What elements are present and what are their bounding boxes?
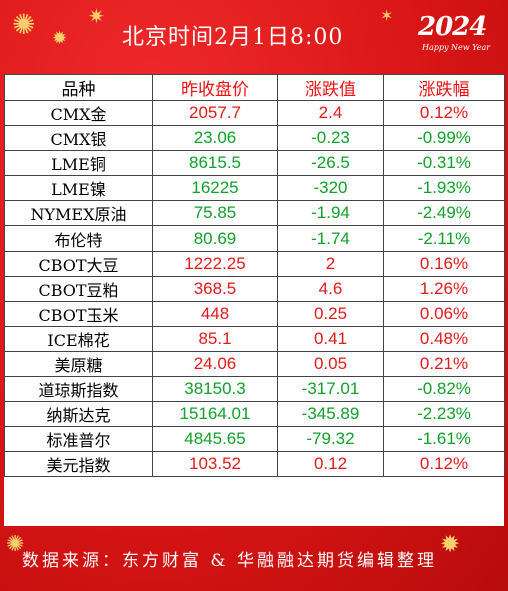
change-value: 0.05 bbox=[277, 350, 384, 378]
column-header-change: 涨跌值 bbox=[277, 74, 384, 101]
close-price: 103.52 bbox=[152, 451, 278, 478]
change-value: 2 bbox=[277, 250, 384, 277]
year-subtitle: Happy New Year bbox=[422, 43, 491, 52]
change-value: 0.25 bbox=[277, 300, 384, 327]
change-percent: -2.23% bbox=[383, 401, 505, 428]
commodity-name: LME镍 bbox=[4, 175, 153, 202]
close-price: 38150.3 bbox=[152, 376, 278, 403]
change-percent: -2.49% bbox=[383, 200, 505, 227]
commodity-name: CMX金 bbox=[4, 99, 153, 127]
change-value: -0.23 bbox=[277, 125, 384, 152]
change-percent: 0.48% bbox=[383, 325, 505, 352]
firework-icon: ✺ bbox=[6, 532, 25, 557]
firework-icon: ✹ bbox=[52, 28, 68, 49]
table-row: LME镍 16225 -320 -1.93% bbox=[4, 175, 505, 202]
close-price: 23.06 bbox=[152, 125, 278, 152]
change-percent: 1.26% bbox=[383, 275, 505, 302]
change-percent: 0.16% bbox=[383, 250, 505, 277]
table-row: 标准普尔 4845.65 -79.32 -1.61% bbox=[4, 426, 505, 453]
year-logo: 2024 Happy New Year bbox=[418, 12, 498, 58]
table-row: 道琼斯指数 38150.3 -317.01 -0.82% bbox=[4, 376, 505, 403]
table-row: CMX金 2057.7 2.4 0.12% bbox=[4, 99, 505, 127]
commodity-name: NYMEX原油 bbox=[4, 200, 153, 227]
change-value: 2.4 bbox=[277, 99, 384, 127]
commodity-name: 美元指数 bbox=[4, 451, 153, 478]
change-value: 0.41 bbox=[277, 325, 384, 352]
quote-table: 品种 昨收盘价 涨跌值 涨跌幅 CMX金 2057.7 2.4 0.12% CMX银 23… bbox=[4, 74, 505, 478]
change-value: -1.74 bbox=[277, 225, 384, 252]
commodity-name: LME铜 bbox=[4, 150, 153, 177]
header-banner: ✺ ✹ ✷ ✶ 北京时间2月1日8:00 2024 Happy New Year bbox=[0, 0, 508, 72]
commodity-name: CBOT豆粕 bbox=[4, 275, 153, 302]
commodity-name: ICE棉花 bbox=[4, 325, 153, 352]
change-value: -79.32 bbox=[277, 426, 384, 453]
change-value: 0.12 bbox=[277, 451, 384, 478]
change-percent: 0.06% bbox=[383, 300, 505, 327]
close-price: 1222.25 bbox=[152, 250, 278, 277]
year-text: 2024 bbox=[418, 12, 487, 42]
close-price: 75.85 bbox=[152, 200, 278, 227]
commodity-name: 标准普尔 bbox=[4, 426, 153, 453]
commodity-name: CMX银 bbox=[4, 125, 153, 152]
firework-icon: ✷ bbox=[88, 4, 105, 28]
commodity-name: 纳斯达克 bbox=[4, 401, 153, 428]
column-header-pct: 涨跌幅 bbox=[383, 74, 505, 101]
change-value: -26.5 bbox=[277, 150, 384, 177]
change-value: -317.01 bbox=[277, 376, 384, 403]
change-percent: 0.21% bbox=[383, 350, 505, 378]
change-percent: -2.11% bbox=[383, 225, 505, 252]
change-percent: -1.93% bbox=[383, 175, 505, 202]
firework-icon: ✶ bbox=[380, 6, 394, 25]
firework-icon: ✹ bbox=[440, 530, 461, 558]
column-header-name: 品种 bbox=[4, 74, 153, 101]
commodity-name: 布伦特 bbox=[4, 225, 153, 252]
source-note: 数据来源：东方财富 & 华融融达期货编辑整理 bbox=[22, 551, 437, 571]
page-title: 北京时间2月1日8:00 bbox=[122, 25, 344, 50]
change-percent: 0.12% bbox=[383, 99, 505, 127]
change-percent: -1.61% bbox=[383, 426, 505, 453]
commodity-name: CBOT玉米 bbox=[4, 300, 153, 327]
close-price: 2057.7 bbox=[152, 99, 278, 127]
change-value: 4.6 bbox=[277, 275, 384, 302]
commodity-name: 美原糖 bbox=[4, 350, 153, 378]
change-value: -1.94 bbox=[277, 200, 384, 227]
table-row: CBOT大豆 1222.25 2 0.16% bbox=[4, 250, 505, 277]
table-row: CMX银 23.06 -0.23 -0.99% bbox=[4, 125, 505, 152]
table-row: CBOT玉米 448 0.25 0.06% bbox=[4, 300, 505, 327]
close-price: 4845.65 bbox=[152, 426, 278, 453]
table-header-row: 品种 昨收盘价 涨跌值 涨跌幅 bbox=[4, 74, 505, 101]
close-price: 368.5 bbox=[152, 275, 278, 302]
table-row: ICE棉花 85.1 0.41 0.48% bbox=[4, 325, 505, 352]
commodity-name: CBOT大豆 bbox=[4, 250, 153, 277]
table-row: 美元指数 103.52 0.12 0.12% bbox=[4, 451, 505, 478]
change-value: -345.89 bbox=[277, 401, 384, 428]
close-price: 85.1 bbox=[152, 325, 278, 352]
close-price: 16225 bbox=[152, 175, 278, 202]
footer-banner: ✺ ✹ 数据来源：东方财富 & 华融融达期货编辑整理 bbox=[0, 526, 508, 591]
firework-icon: ✺ bbox=[12, 8, 36, 41]
close-price: 8615.5 bbox=[152, 150, 278, 177]
table-row: CBOT豆粕 368.5 4.6 1.26% bbox=[4, 275, 505, 302]
quote-table-container: 品种 昨收盘价 涨跌值 涨跌幅 CMX金 2057.7 2.4 0.12% CMX银 23… bbox=[4, 74, 505, 526]
close-price: 15164.01 bbox=[152, 401, 278, 428]
table-row: 布伦特 80.69 -1.74 -2.11% bbox=[4, 225, 505, 252]
change-percent: -0.99% bbox=[383, 125, 505, 152]
change-value: -320 bbox=[277, 175, 384, 202]
close-price: 448 bbox=[152, 300, 278, 327]
table-row: 美原糖 24.06 0.05 0.21% bbox=[4, 350, 505, 378]
column-header-close: 昨收盘价 bbox=[152, 74, 278, 101]
table-row: LME铜 8615.5 -26.5 -0.31% bbox=[4, 150, 505, 177]
change-percent: 0.12% bbox=[383, 451, 505, 478]
close-price: 80.69 bbox=[152, 225, 278, 252]
close-price: 24.06 bbox=[152, 350, 278, 378]
change-percent: -0.31% bbox=[383, 150, 505, 177]
commodity-name: 道琼斯指数 bbox=[4, 376, 153, 403]
change-percent: -0.82% bbox=[383, 376, 505, 403]
table-row: NYMEX原油 75.85 -1.94 -2.49% bbox=[4, 200, 505, 227]
table-row: 纳斯达克 15164.01 -345.89 -2.23% bbox=[4, 401, 505, 428]
